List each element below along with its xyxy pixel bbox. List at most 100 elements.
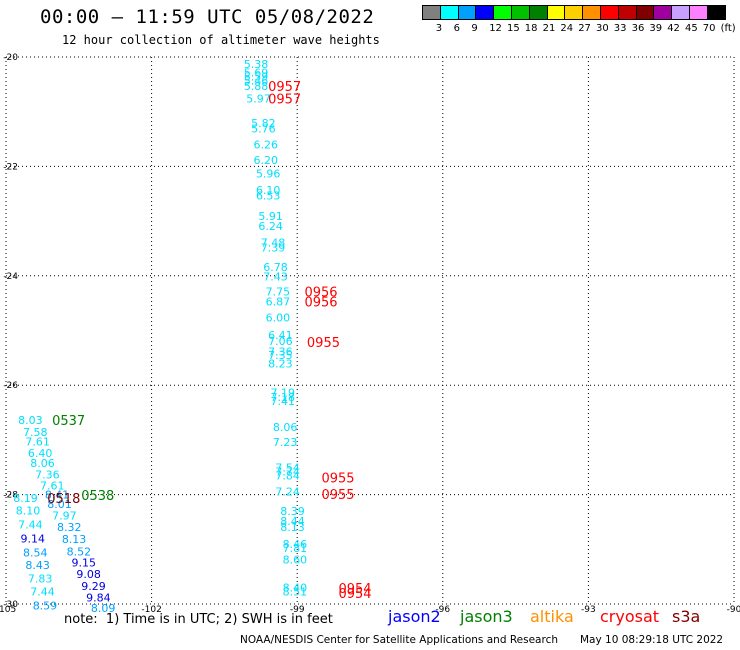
wave-height-label: 5.46 bbox=[244, 75, 269, 88]
wave-height-label: 7.74 bbox=[275, 466, 300, 479]
x-tick-label: -96 bbox=[435, 605, 450, 615]
y-tick-label: -22 bbox=[3, 162, 18, 172]
legend-label: 15 bbox=[507, 23, 520, 34]
legend-label: 6 bbox=[453, 23, 460, 34]
wave-height-label: 9.15 bbox=[72, 556, 97, 569]
wave-height-label: 6.87 bbox=[266, 296, 291, 309]
wave-height-label: 5.97 bbox=[246, 93, 270, 106]
wave-height-label: 6.40 bbox=[28, 447, 53, 460]
pass-time-label: 0956 bbox=[304, 286, 337, 301]
generated-timestamp: May 10 08:29:18 UTC 2022 bbox=[580, 634, 724, 646]
wave-height-label: 8.51 bbox=[283, 585, 308, 598]
wave-height-label: 8.10 bbox=[16, 504, 40, 517]
wave-height-label: 8.09 bbox=[91, 602, 116, 615]
wave-height-label: 8.40 bbox=[283, 582, 308, 595]
wave-height-label: 5.76 bbox=[251, 123, 275, 136]
y-tick-label: -26 bbox=[3, 381, 18, 391]
wave-height-label: 7.44 bbox=[30, 585, 55, 598]
wave-height-label: 8.52 bbox=[67, 545, 92, 558]
x-tick-label: -99 bbox=[290, 605, 305, 615]
legend-label: 39 bbox=[649, 23, 663, 34]
wave-height-label: 5.69 bbox=[244, 66, 269, 79]
wave-height-labels: 5.385.695.595.465.885.97 5.825.76 6.26 6.20… bbox=[13, 58, 307, 615]
wave-height-label: 8.60 bbox=[283, 554, 308, 567]
wave-height-label: 5.59 bbox=[244, 71, 269, 84]
pass-time-label: 0955 bbox=[321, 472, 354, 487]
wave-height-label: 8.39 bbox=[280, 505, 305, 518]
pass-time-label: 0957 bbox=[268, 80, 301, 95]
pass-time-label: 0537 bbox=[52, 414, 85, 429]
wave-height-label: 7.18 bbox=[271, 391, 296, 404]
wave-height-label: 7.54 bbox=[275, 461, 300, 474]
legend-label: 33 bbox=[613, 23, 627, 34]
wave-height-label: 8.54 bbox=[23, 547, 47, 560]
wave-height-label: 7.44 bbox=[18, 519, 42, 532]
wave-height-label: 8.01 bbox=[47, 498, 72, 511]
legend-label: 18 bbox=[524, 23, 538, 34]
wave-height-label: 6.24 bbox=[258, 220, 283, 233]
satellite-name: jason2 bbox=[388, 607, 441, 626]
wave-height-label: 7.23 bbox=[273, 436, 298, 449]
pass-time-label: 0957 bbox=[268, 93, 301, 108]
axis-tick-labels: -105 -102 -99 -96 -93 -90 -20 -22 -24 -26 -28 -30 bbox=[0, 53, 740, 615]
wave-height-label: 7.41 bbox=[271, 395, 296, 408]
wave-height-label: 8.32 bbox=[57, 521, 82, 534]
pass-time-label: 0955 bbox=[321, 488, 354, 503]
legend-swatch bbox=[706, 5, 726, 20]
legend-label: 45 bbox=[685, 23, 698, 34]
wave-height-label: 7.48 bbox=[261, 236, 286, 249]
wave-height-label: 9.08 bbox=[76, 568, 101, 581]
wave-height-label: 7.43 bbox=[263, 270, 288, 283]
wave-height-label: 6.53 bbox=[256, 189, 280, 202]
wave-height-label: 8.44 bbox=[280, 515, 305, 528]
wave-height-label: 7.83 bbox=[28, 572, 53, 585]
credit-text: NOAA/NESDIS Center for Satellite Applica… bbox=[240, 634, 558, 646]
wave-height-label: 7.06 bbox=[268, 335, 293, 348]
wave-height-label: 7.61 bbox=[40, 479, 64, 492]
x-tick-label: -93 bbox=[581, 605, 596, 615]
satellite-name: cryosat bbox=[600, 607, 660, 626]
legend-label: 12 bbox=[489, 23, 502, 34]
y-tick-label: -28 bbox=[3, 491, 18, 501]
satellite-name: jason3 bbox=[460, 607, 513, 626]
map-grid bbox=[5, 56, 735, 605]
y-tick-label: -24 bbox=[3, 272, 18, 282]
wave-height-label: 5.82 bbox=[251, 117, 275, 130]
legend-label: (ft) bbox=[720, 23, 736, 34]
wave-height-label: 7.35 bbox=[268, 349, 293, 362]
wave-height-label: 6.78 bbox=[263, 261, 288, 274]
time-labels: 0957095709560956095509550955095409540537… bbox=[47, 80, 371, 602]
pass-time-label: 0538 bbox=[81, 489, 114, 504]
legend-label: 70 bbox=[702, 23, 716, 34]
footnote: note: 1) Time is in UTC; 2) SWH is in fe… bbox=[64, 612, 333, 627]
y-tick-label: -20 bbox=[3, 53, 18, 63]
wave-height-label: 7.24 bbox=[275, 485, 300, 498]
wave-height-label: 6.26 bbox=[254, 139, 279, 152]
x-tick-label: -105 bbox=[0, 605, 16, 615]
legend-label: 27 bbox=[578, 23, 591, 34]
color-legend: 3 6 9 12 15 18 21 24 27 30 33 36 39 42 45 70 (ft) bbox=[422, 5, 736, 35]
wave-height-label: 8.13 bbox=[280, 521, 305, 534]
legend-label: 24 bbox=[560, 23, 574, 34]
wave-height-label: 5.38 bbox=[244, 58, 269, 71]
satellite-name: s3a bbox=[672, 607, 701, 626]
wave-height-label: 8.13 bbox=[62, 533, 87, 546]
map-subtitle: 12 hour collection of altimeter wave hei… bbox=[62, 33, 380, 47]
wave-height-label: 8.19 bbox=[13, 492, 38, 505]
wave-height-label: 8.43 bbox=[25, 559, 50, 572]
legend-label: 42 bbox=[667, 23, 680, 34]
y-tick-label: -30 bbox=[3, 600, 18, 610]
wave-height-label: 8.03 bbox=[18, 414, 42, 427]
wave-height-label: 8.06 bbox=[30, 457, 55, 470]
legend-label: 30 bbox=[596, 23, 609, 34]
pass-time-label: 0956 bbox=[304, 296, 337, 311]
wave-height-label: 7.84 bbox=[275, 469, 300, 482]
legend-label: 3 bbox=[435, 23, 443, 34]
wave-height-label: 6.20 bbox=[254, 154, 279, 167]
wave-height-label: 5.91 bbox=[258, 210, 283, 223]
legend-label: 9 bbox=[471, 23, 478, 34]
wave-height-label: 6.00 bbox=[266, 311, 291, 324]
wave-height-label: 8.23 bbox=[268, 357, 293, 370]
map-title: 00:00 — 11:59 UTC 05/08/2022 bbox=[40, 6, 375, 28]
